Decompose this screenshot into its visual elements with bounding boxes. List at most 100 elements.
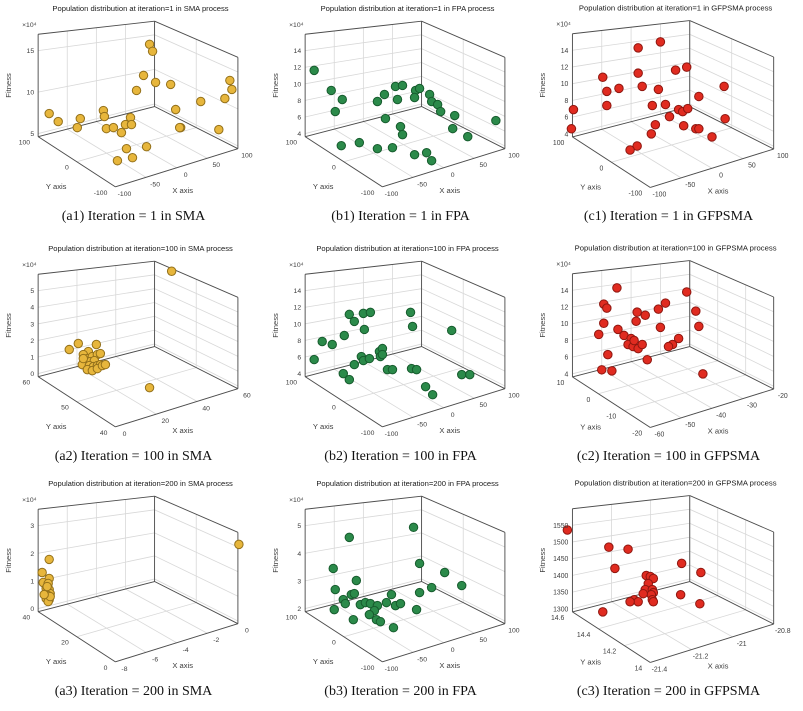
data-point bbox=[465, 369, 475, 380]
data-point bbox=[597, 365, 607, 375]
plot-wall bbox=[38, 581, 238, 662]
data-point bbox=[138, 70, 149, 81]
svg-text:1300: 1300 bbox=[553, 606, 568, 613]
subplot-caption: (b3) Iteration = 200 in FPA bbox=[324, 684, 477, 699]
data-point bbox=[409, 92, 420, 103]
svg-text:12: 12 bbox=[561, 304, 569, 311]
data-point bbox=[411, 364, 422, 375]
svg-text:100: 100 bbox=[286, 380, 298, 387]
svg-text:1550: 1550 bbox=[553, 523, 568, 530]
data-point bbox=[344, 532, 355, 543]
data-point bbox=[602, 86, 612, 97]
svg-text:×10⁴: ×10⁴ bbox=[556, 262, 571, 269]
data-point bbox=[72, 122, 83, 133]
subplot-c2: 4 6 8 10 12 14 -60 -50 -40 -30 -20 10 0 -10 -20 X axis Y… bbox=[534, 240, 803, 475]
data-point bbox=[375, 616, 386, 627]
svg-text:0: 0 bbox=[451, 172, 455, 179]
grid-lines bbox=[37, 261, 239, 428]
plot-wall bbox=[572, 581, 774, 663]
scatter-points bbox=[328, 522, 467, 633]
data-point bbox=[463, 131, 473, 142]
subplot-c1: 4 6 8 10 12 14 -100 -50 0 50 100 100 0 -100 X axis Y ax… bbox=[534, 0, 803, 240]
svg-text:12: 12 bbox=[294, 65, 302, 72]
data-point bbox=[435, 106, 446, 117]
data-point bbox=[562, 525, 573, 535]
svg-text:10: 10 bbox=[561, 321, 569, 328]
data-point bbox=[642, 354, 653, 365]
svg-text:5: 5 bbox=[30, 288, 34, 295]
axis-box bbox=[37, 260, 239, 428]
svg-text:-2: -2 bbox=[213, 637, 219, 644]
axis-box bbox=[37, 20, 239, 188]
data-point bbox=[653, 304, 664, 314]
svg-text:X axis: X axis bbox=[172, 426, 193, 435]
data-point bbox=[387, 142, 398, 153]
data-point bbox=[392, 94, 403, 105]
svg-text:6: 6 bbox=[297, 354, 301, 361]
data-point bbox=[388, 622, 399, 633]
svg-text:-20.8: -20.8 bbox=[775, 628, 791, 635]
svg-text:0: 0 bbox=[586, 397, 590, 404]
data-point bbox=[426, 582, 437, 593]
svg-text:10: 10 bbox=[294, 321, 302, 328]
data-point bbox=[640, 310, 650, 320]
data-point bbox=[637, 81, 647, 92]
data-point bbox=[664, 111, 675, 122]
data-point bbox=[174, 122, 185, 133]
svg-text:-6: -6 bbox=[152, 656, 158, 663]
data-point bbox=[707, 132, 717, 142]
data-point bbox=[78, 353, 89, 364]
svg-text:60: 60 bbox=[243, 393, 251, 400]
svg-text:0: 0 bbox=[332, 165, 336, 172]
data-point bbox=[234, 539, 244, 550]
data-point bbox=[112, 156, 123, 166]
svg-text:0: 0 bbox=[719, 172, 723, 179]
svg-text:50: 50 bbox=[480, 162, 488, 169]
svg-text:Y axis: Y axis bbox=[580, 422, 601, 431]
subplot-b2: 4 6 8 10 12 14 -100 -50 0 50 100 100 0 -100 X axis Y ax… bbox=[267, 240, 534, 475]
data-point bbox=[602, 100, 612, 111]
data-point bbox=[372, 143, 383, 154]
svg-text:0: 0 bbox=[65, 165, 69, 172]
scatter3d-plot-a1: 5 10 15 -100 -50 0 50 100 100 0 -100 X axis Y axis Fi… bbox=[4, 4, 253, 198]
svg-text:50: 50 bbox=[61, 405, 69, 412]
data-point bbox=[405, 307, 416, 318]
svg-text:50: 50 bbox=[480, 637, 488, 644]
svg-text:×10⁴: ×10⁴ bbox=[289, 262, 304, 269]
data-point bbox=[638, 588, 648, 599]
svg-text:0: 0 bbox=[332, 640, 336, 647]
svg-text:40: 40 bbox=[23, 615, 31, 622]
svg-text:-100: -100 bbox=[385, 666, 399, 673]
svg-text:Fitness: Fitness bbox=[538, 548, 547, 573]
svg-text:-21: -21 bbox=[737, 641, 747, 648]
svg-text:15: 15 bbox=[27, 48, 35, 55]
svg-text:0: 0 bbox=[245, 628, 249, 635]
data-point bbox=[610, 563, 620, 574]
svg-text:-20: -20 bbox=[632, 431, 642, 438]
data-point bbox=[598, 607, 608, 617]
data-point bbox=[613, 324, 623, 335]
data-point bbox=[108, 122, 119, 133]
data-point bbox=[439, 567, 450, 578]
tick-labels: 4 6 8 10 12 14 -60 -50 -40 -30 -20 10 0 -10 -20 X axis Y… bbox=[538, 243, 788, 438]
svg-text:Fitness: Fitness bbox=[271, 73, 280, 98]
data-point bbox=[593, 329, 604, 340]
data-point bbox=[116, 127, 127, 138]
svg-text:10: 10 bbox=[557, 380, 565, 387]
svg-text:Fitness: Fitness bbox=[271, 313, 280, 338]
scatter3d-plot-c1: 4 6 8 10 12 14 -100 -50 0 50 100 100 0 -100 X axis Y ax… bbox=[538, 3, 789, 198]
plot-wall bbox=[572, 495, 690, 612]
svg-text:-8: -8 bbox=[121, 666, 127, 673]
axis-box bbox=[571, 20, 775, 188]
data-point bbox=[719, 81, 729, 92]
data-point bbox=[349, 316, 360, 327]
data-point bbox=[100, 359, 111, 370]
data-point bbox=[344, 374, 355, 385]
svg-text:0: 0 bbox=[332, 405, 336, 412]
data-point bbox=[633, 43, 643, 53]
svg-text:Population distribution at ite: Population distribution at iteration=100… bbox=[48, 244, 233, 253]
svg-text:6: 6 bbox=[565, 355, 569, 362]
scatter3d-plot-b1: 4 6 8 10 12 14 -100 -50 0 50 100 100 0 -100 X axis Y ax… bbox=[271, 4, 520, 198]
